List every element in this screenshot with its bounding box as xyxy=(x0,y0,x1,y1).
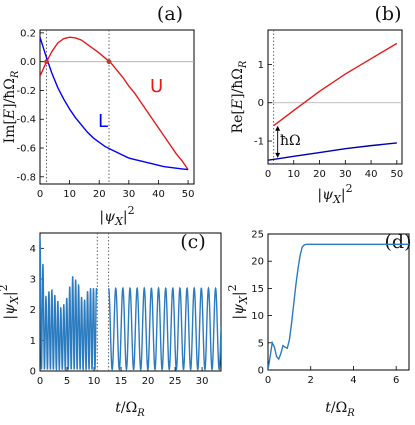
p2-ytick-label-2: 2 xyxy=(30,305,36,316)
panel-b-letter: (b) xyxy=(375,3,402,25)
p2-ytick-label-3: 3 xyxy=(30,275,36,286)
panel-c-frame xyxy=(39,232,222,372)
p2-xtick-label-0: 0 xyxy=(37,376,43,387)
hbar-omega-annotation: ħΩ xyxy=(280,133,301,149)
p0-ytick-label-4: -0.6 xyxy=(16,144,36,155)
p0-marker-0 xyxy=(44,59,49,65)
p0-ytick-label-5: -0.8 xyxy=(16,172,36,183)
p0-series-0 xyxy=(40,36,189,171)
p2-xtick-label-4: 20 xyxy=(142,376,155,387)
p3-ytick-label-5: 25 xyxy=(251,230,264,241)
p0-marker-1 xyxy=(106,59,112,65)
panel-c: (c) |ψX|2 t/ΩR 0 5 10 15 20 25 30 0 1 2 3 4 xyxy=(0,231,222,419)
p2-xtick-label-5: 25 xyxy=(169,376,182,387)
panel-a-ylabel: Im[E]/ħΩR xyxy=(2,70,21,143)
p2-xtick-label-3: 15 xyxy=(115,376,128,387)
panel-b-ylabel: Re[E]/ħΩR xyxy=(230,60,249,133)
p3-ytick-label-2: 10 xyxy=(251,311,264,322)
panel-d-frame xyxy=(267,233,410,371)
panel-a-letter: (a) xyxy=(157,3,183,25)
p1-series-1 xyxy=(268,142,397,161)
p1-xtick-label-1: 10 xyxy=(287,169,300,180)
p1-xtick-label-3: 30 xyxy=(339,169,352,180)
p3-series-0 xyxy=(268,243,409,370)
p2-ytick-label-0: 0 xyxy=(30,367,36,378)
p0-ytick-label-0: 0.2 xyxy=(20,28,36,39)
p1-series-0 xyxy=(273,42,398,127)
p0-ytick-label-1: 0.0 xyxy=(20,57,36,68)
p3-ytick-label-3: 15 xyxy=(251,284,264,295)
p0-xtick-label-5: 50 xyxy=(182,189,195,200)
p3-xtick-label-0: 0 xyxy=(265,375,271,386)
p2-ytick-label-4: 4 xyxy=(30,244,36,255)
panel-a: (a) Im[E]/ħΩR |ψX|2 U L 0 10 20 30 40 50 0.2 0.… xyxy=(2,3,195,228)
panel-d: (d) |ψX|2 t/ΩR 0 2 4 6 0 5 10 15 20 25 xyxy=(226,230,412,420)
p0-xtick-label-1: 10 xyxy=(63,189,76,200)
p1-ytick-label-1: 0 xyxy=(258,98,264,109)
p2-xtick-label-2: 10 xyxy=(88,376,101,387)
p1-xtick-label-0: 0 xyxy=(265,169,271,180)
p0-xtick-label-4: 40 xyxy=(152,189,165,200)
p3-ytick-label-1: 5 xyxy=(258,338,264,349)
p0-series-1 xyxy=(40,36,189,171)
series-label-l: L xyxy=(98,111,108,132)
p3-xtick-label-3: 6 xyxy=(393,375,399,386)
series-label-u: U xyxy=(150,76,163,97)
p0-xtick-label-2: 20 xyxy=(93,189,106,200)
p1-xtick-label-5: 50 xyxy=(390,169,403,180)
p0-ytick-label-2: -0.2 xyxy=(16,86,36,97)
p1-xtick-label-2: 20 xyxy=(313,169,326,180)
p1-xtick-label-4: 40 xyxy=(365,169,378,180)
panel-d-letter: (d) xyxy=(385,231,412,253)
p3-ytick-label-0: 0 xyxy=(258,366,264,377)
p0-xtick-label-3: 30 xyxy=(122,189,135,200)
panel-c-letter: (c) xyxy=(180,231,205,253)
p3-xtick-label-2: 4 xyxy=(350,375,356,386)
p3-ytick-label-4: 20 xyxy=(251,257,264,268)
p0-ytick-label-3: -0.4 xyxy=(16,115,36,126)
panel-d-ylabel: |ψX|2 xyxy=(226,284,250,319)
p2-ytick-label-1: 1 xyxy=(30,336,36,347)
panel-a-frame xyxy=(39,29,195,185)
p3-xtick-label-1: 2 xyxy=(308,375,314,386)
p1-ytick-label-0: 1 xyxy=(258,60,264,71)
hbar-omega-arrowhead-bottom xyxy=(275,152,281,158)
p2-xtick-label-1: 5 xyxy=(64,376,70,387)
panel-b-xlabel: |ψX|2 xyxy=(317,182,352,206)
panel-c-xlabel: t/ΩR xyxy=(115,400,145,419)
panel-b-frame xyxy=(267,29,403,165)
panel-a-xlabel: |ψX|2 xyxy=(99,204,134,228)
panel-d-xlabel: t/ΩR xyxy=(325,400,355,419)
hbar-omega-arrowhead-top xyxy=(275,125,281,131)
p2-series-0 xyxy=(40,236,221,371)
p1-ytick-label-2: -1 xyxy=(254,137,264,148)
p2-xtick-label-6: 30 xyxy=(196,376,209,387)
panel-c-ylabel: |ψX|2 xyxy=(0,284,21,319)
p0-xtick-label-0: 0 xyxy=(37,189,43,200)
